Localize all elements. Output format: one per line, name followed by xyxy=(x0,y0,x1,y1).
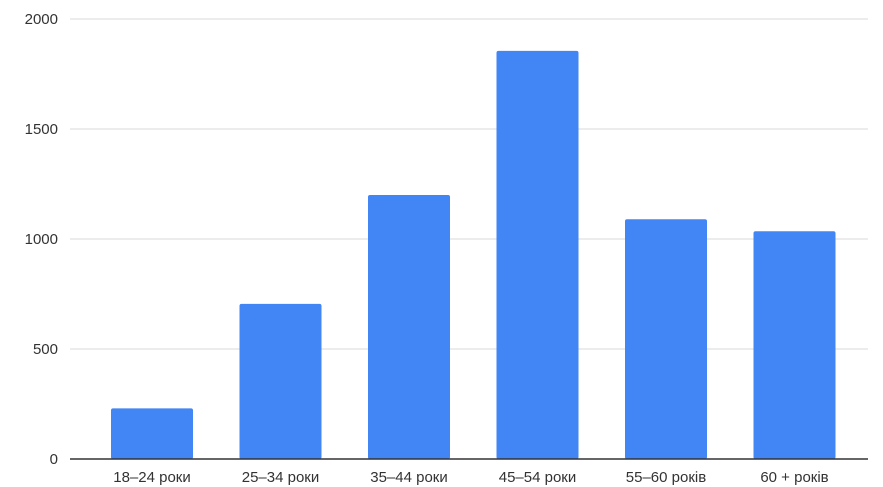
bar xyxy=(239,303,322,459)
x-tick-label: 35–44 роки xyxy=(370,469,448,486)
y-tick-label: 500 xyxy=(33,341,58,358)
bars xyxy=(111,50,836,460)
bar xyxy=(753,231,836,459)
bar xyxy=(111,408,193,459)
y-tick-label: 0 xyxy=(50,451,58,468)
bar xyxy=(625,219,707,459)
y-tick-label: 1500 xyxy=(25,121,58,138)
x-tick-label: 60 + років xyxy=(760,469,828,486)
gridlines xyxy=(70,18,868,350)
x-tick-label: 55–60 років xyxy=(626,469,706,486)
x-tick-label: 18–24 роки xyxy=(113,469,191,486)
bar xyxy=(368,195,450,459)
x-tick-label: 25–34 роки xyxy=(242,469,320,486)
x-tick-label: 45–54 роки xyxy=(499,469,577,486)
y-axis-ticks: 0 500 1000 1500 2000 xyxy=(25,11,58,468)
bar xyxy=(496,50,579,460)
x-axis-labels: 18–24 роки 25–34 роки 35–44 роки 45–54 роки… xyxy=(113,469,828,486)
y-tick-label: 2000 xyxy=(25,11,58,28)
y-tick-label: 1000 xyxy=(25,231,58,248)
